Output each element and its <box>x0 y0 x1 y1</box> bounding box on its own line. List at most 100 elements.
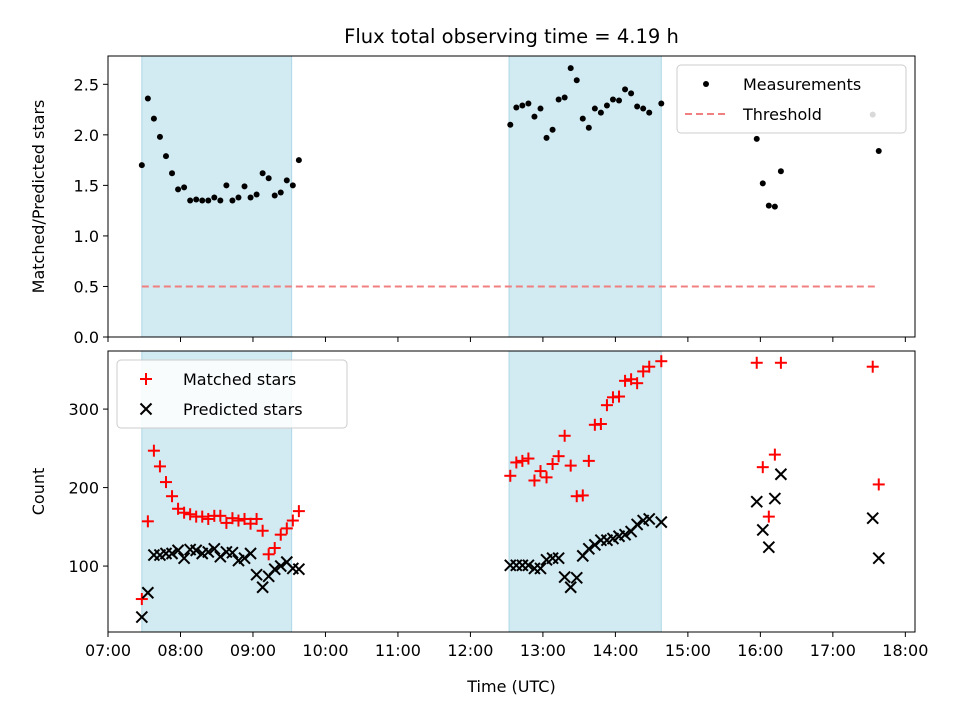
x-tick-label: 10:00 <box>302 641 348 660</box>
observing-window-band <box>508 350 662 633</box>
measurements-point <box>634 103 641 110</box>
predicted-stars-point <box>564 581 577 594</box>
predicted-stars-point <box>141 586 155 599</box>
matched-stars-point <box>625 373 638 386</box>
matched-stars-point <box>226 512 239 525</box>
predicted-stars-point <box>268 562 281 576</box>
matched-stars-point <box>244 517 257 530</box>
measurements-point <box>271 192 278 199</box>
observing-window-band <box>508 55 662 338</box>
predicted-stars-point <box>552 552 565 565</box>
measurements-point <box>609 96 616 103</box>
matched-stars-point <box>159 476 172 489</box>
predicted-stars-point <box>292 562 306 576</box>
y-tick-label: 1.5 <box>74 176 99 195</box>
measurements-point <box>253 191 260 198</box>
measurements-point <box>241 183 248 190</box>
legend-swatch-predicted-stars <box>139 402 153 416</box>
matched-stars-point <box>268 542 281 555</box>
predicted-stars-point <box>534 562 547 575</box>
y-tick-label: 0.0 <box>74 328 99 347</box>
predicted-stars-point <box>226 546 239 559</box>
y-tick-label: 2.0 <box>74 126 99 145</box>
matched-stars-point <box>220 516 233 529</box>
measurements-point <box>537 105 544 112</box>
legend-box <box>116 359 348 429</box>
measurements-point <box>247 194 254 201</box>
measurements-point <box>169 170 176 177</box>
measurements-point <box>585 124 592 131</box>
measurements-point <box>211 194 218 201</box>
measurements-point <box>597 109 604 116</box>
measurements-point <box>658 100 665 107</box>
x-axis-label: Time (UTC) <box>466 677 555 696</box>
matched-stars-point <box>262 548 275 561</box>
x-tick-label: 15:00 <box>665 641 711 660</box>
matched-stars-point <box>153 460 166 473</box>
matched-stars-point <box>147 444 160 457</box>
predicted-stars-point <box>135 610 149 624</box>
y-axis-label: Count <box>29 468 48 516</box>
matched-stars-point <box>619 374 632 387</box>
matched-stars-point <box>510 456 523 469</box>
predicted-stars-point <box>165 547 179 560</box>
matched-stars-point <box>516 454 529 467</box>
matched-stars-point <box>655 355 668 368</box>
matched-stars-point <box>866 360 879 373</box>
legend: Matched stars Predicted stars <box>116 359 348 429</box>
matched-stars-point <box>141 515 154 528</box>
measurements-point <box>265 175 272 182</box>
matched-stars-point <box>756 461 769 474</box>
matched-stars-point <box>286 514 299 527</box>
measurements-point <box>507 121 514 128</box>
measurements-point <box>277 189 284 196</box>
predicted-stars-point <box>171 544 185 557</box>
matched-stars-point <box>166 490 179 503</box>
y-tick-label: 300 <box>68 400 99 419</box>
predicted-stars-point <box>756 523 769 537</box>
matched-stars-point <box>631 377 644 390</box>
matched-stars-point <box>274 528 287 541</box>
measurements-point <box>543 134 550 141</box>
matched-stars-point <box>600 399 613 412</box>
measurements-point <box>295 157 302 164</box>
measurements-point <box>187 197 194 204</box>
matched-stars-point <box>534 465 547 478</box>
matched-stars-point <box>256 524 269 537</box>
measurements-point <box>138 162 145 169</box>
legend-swatch-measurements <box>703 81 709 87</box>
measurements-point <box>235 194 242 201</box>
matched-stars-point <box>774 356 787 369</box>
measurements-point <box>579 115 586 122</box>
predicted-stars-point <box>655 515 668 529</box>
matched-stars-point <box>196 510 209 523</box>
matched-stars-point <box>768 448 781 461</box>
y-axis-label: Matched/Predicted stars <box>29 100 48 294</box>
x-tick-label: 18:00 <box>882 641 928 660</box>
matched-stars-point <box>643 360 656 373</box>
predicted-stars-point <box>189 544 203 557</box>
measurements-point <box>567 65 574 72</box>
measurements-point <box>519 102 526 109</box>
matched-stars-point <box>750 356 763 369</box>
x-tick-label: 12:00 <box>447 641 493 660</box>
predicted-stars-point <box>522 559 535 572</box>
predicted-stars-point <box>250 568 263 581</box>
measurements-point <box>646 109 653 116</box>
matched-stars-point <box>576 489 589 502</box>
measurements-point <box>144 95 151 102</box>
matched-stars-point <box>582 454 595 467</box>
x-tick-label: 16:00 <box>737 641 783 660</box>
predicted-stars-point <box>618 528 632 541</box>
measurements-point <box>283 177 290 184</box>
measurements-point <box>175 186 182 193</box>
legend-swatch-matched-stars <box>140 373 152 385</box>
y-tick-label: 0.5 <box>74 277 99 296</box>
matched-stars-point <box>558 429 571 442</box>
matched-stars-point <box>232 514 245 527</box>
matched-stars-point <box>872 478 885 491</box>
measurements-point <box>259 170 266 177</box>
predicted-stars-point <box>244 547 257 560</box>
matched-stars-point <box>540 471 553 484</box>
legend-box <box>676 64 907 134</box>
